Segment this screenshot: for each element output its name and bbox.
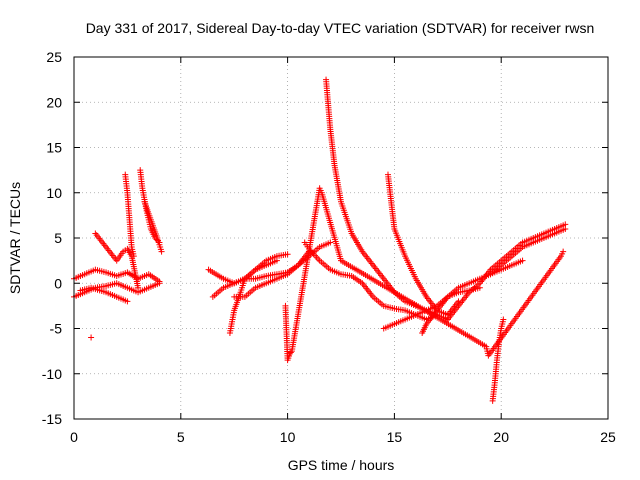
y-tick-label: -15 [42,411,62,427]
data-point [124,298,131,305]
y-tick-label: 0 [54,275,62,291]
y-tick-label: -5 [50,321,63,337]
data-point [156,280,163,287]
grid-lines [74,57,608,419]
y-tick-label: 10 [46,185,62,201]
x-tick-label: 0 [70,429,78,445]
x-tick-label: 20 [493,429,509,445]
data-point [287,349,294,356]
data-point [130,253,137,260]
y-tick-label: 20 [46,94,62,110]
y-axis-label: SDTVAR / TECUs [7,182,23,294]
data-point [562,225,569,232]
data-point [519,257,526,264]
x-tick-label: 25 [600,429,616,445]
x-tick-labels: 0 5 10 15 20 25 [70,429,616,445]
chart-title: Day 331 of 2017, Sidereal Day-to-day VTE… [86,20,595,36]
data-point [284,251,291,258]
data-point [327,239,334,246]
data-point [560,248,567,255]
y-tick-label: 25 [46,49,62,65]
x-tick-label: 15 [387,429,403,445]
x-tick-label: 5 [177,429,185,445]
y-tick-label: -10 [42,366,62,382]
x-tick-label: 10 [280,429,296,445]
y-tick-label: 5 [54,230,62,246]
plot-frame [73,56,609,420]
data-point [158,248,165,255]
data-point [135,284,142,291]
data-point [500,316,507,323]
data-point [273,257,280,264]
data-points [71,76,569,404]
x-axis-label: GPS time / hours [288,457,395,473]
y-tick-labels: -15 -10 -5 0 5 10 15 20 25 [42,49,62,427]
data-point [88,334,95,341]
y-tick-label: 15 [46,140,62,156]
